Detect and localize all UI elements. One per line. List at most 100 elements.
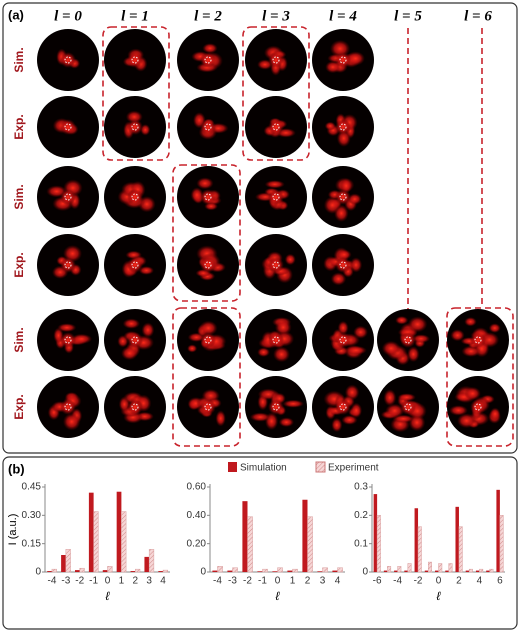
beam-center [64,123,72,131]
beam-image [447,376,509,438]
beam-image [177,376,239,438]
beam-center [272,193,280,201]
bar [387,566,392,573]
beam-core [335,52,351,68]
beam-center [131,403,139,411]
beam-lobe [337,320,349,335]
beam-center [64,56,72,64]
beam-lobe [464,317,477,327]
beam-image [104,376,166,438]
y-tick-label: 0.1 [354,538,368,549]
beam-core [268,52,284,68]
y-tick-label: 0.30 [22,510,42,521]
beam-lobe [395,315,409,325]
beam-center [204,193,212,201]
beam-lobe [278,417,295,428]
bar [475,570,480,572]
x-tick-label: 1 [119,576,125,587]
x-tick-label: 4 [477,576,483,587]
x-tick-label: 6 [497,576,503,587]
beam-lobe [350,402,363,419]
bar [337,567,343,573]
beam-center [204,123,212,131]
bar [232,567,238,573]
beam-center [131,56,139,64]
row-label: Exp. [12,114,26,139]
bar [262,568,268,573]
beam-lobe [489,407,501,421]
beam-core [400,399,416,415]
beam-center [131,336,139,344]
beam-lobe [215,410,226,427]
beam-core [268,119,284,135]
beam-lobe [257,347,270,358]
beam-center [272,261,280,269]
beam-lobe [138,266,155,275]
beam-core [200,119,216,135]
bar [414,508,419,572]
bar [148,549,155,573]
beam-image [312,96,374,158]
beam-lobe [397,393,416,402]
beam-center [64,193,72,201]
beam-lobe [273,346,291,363]
beam-image [377,309,439,371]
beam-image [245,309,307,371]
y-tick-label: 0 [200,567,206,578]
legend-label: Experiment [328,463,379,474]
beam-image [104,96,166,158]
bar [458,526,463,573]
beam-core [200,52,216,68]
column-header: l = 6 [464,8,492,24]
x-tick-label: -1 [89,576,98,587]
bar [383,570,388,572]
beam-core [470,332,486,348]
bar [79,567,85,573]
beam-image [245,96,307,158]
bar [247,516,253,573]
beam-image [177,234,239,296]
beam-lobe [464,386,481,401]
legend-swatch [315,461,326,473]
column-header: l = 0 [54,8,82,24]
beam-image [312,166,374,228]
column-header: l = 5 [394,8,422,24]
row-label: Exp. [12,394,26,419]
bar [438,563,443,573]
beam-core [335,257,351,273]
x-tick-label: 0 [436,576,442,587]
beam-center [404,403,412,411]
bar [107,566,113,573]
beam-core [127,189,143,205]
bar [455,506,459,572]
beam-core [268,399,284,415]
beam-center [404,336,412,344]
beam-core [200,399,216,415]
beam-core [60,257,76,273]
beam-lobe [407,346,420,363]
beam-image [245,376,307,438]
x-tick-label: 4 [335,576,341,587]
bar [424,570,429,572]
beam-center [64,261,72,269]
beam-center [272,56,280,64]
row-label: Sim. [12,47,26,72]
x-tick-label: 0 [275,576,281,587]
bar [373,494,378,572]
x-tick-label: -2 [75,576,84,587]
beam-core [60,119,76,135]
beam-lobe [62,412,81,431]
beam-core [60,52,76,68]
y-tick-label: 0.60 [187,482,207,493]
row-label: Exp. [12,252,26,277]
bar [116,491,122,572]
bar [489,568,494,573]
bar [322,567,328,573]
beam-center [339,56,347,64]
beam-image [447,309,509,371]
bar [162,569,169,573]
beam-core [335,399,351,415]
beam-lobe [383,389,397,407]
x-tick-label: -4 [393,576,402,587]
bar [135,568,141,573]
